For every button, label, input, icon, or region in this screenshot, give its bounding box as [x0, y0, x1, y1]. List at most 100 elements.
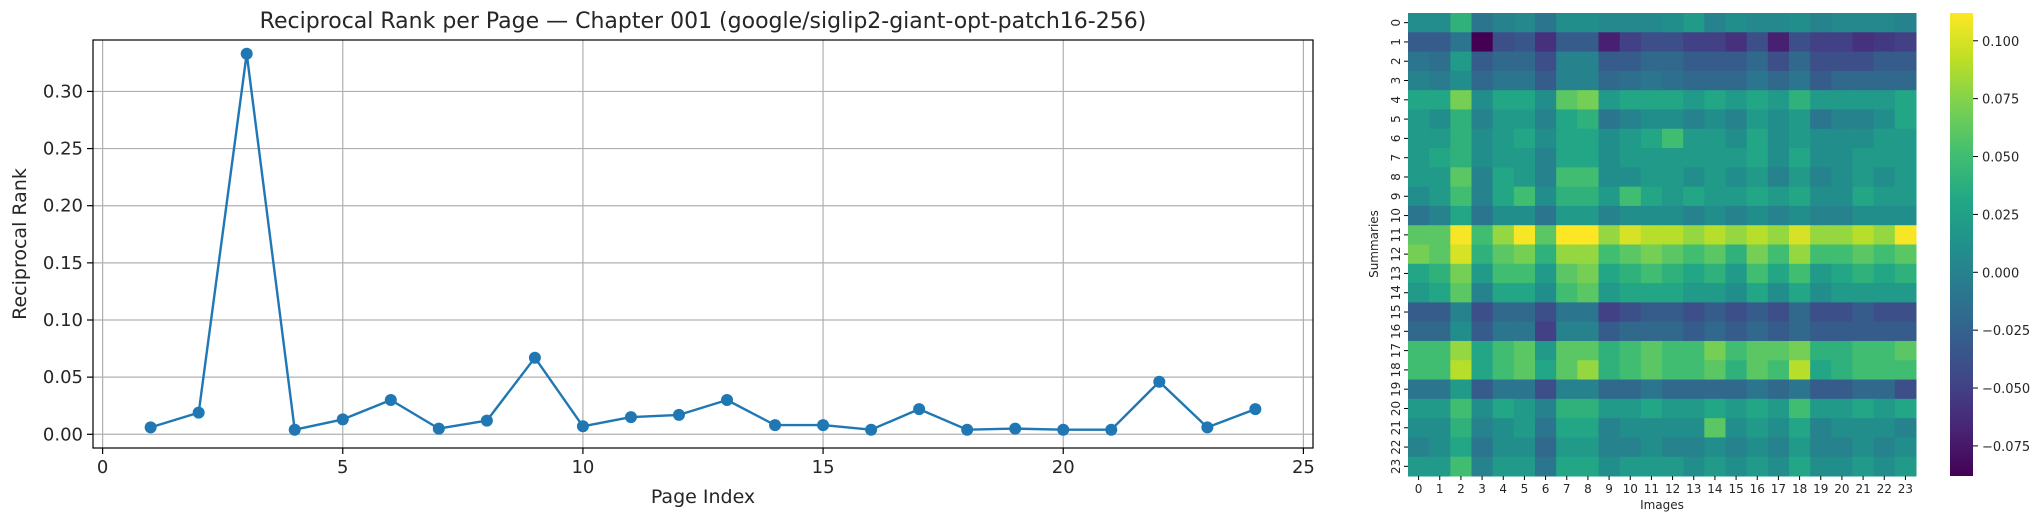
heatmap-cell — [1535, 167, 1557, 188]
colorbar-tick-label: 0.075 — [1982, 93, 2019, 108]
heatmap-y-tick-label: 4 — [1389, 96, 1403, 104]
x-tick-label: 0 — [97, 457, 108, 478]
heatmap-cell — [1704, 340, 1726, 361]
heatmap-cell — [1408, 456, 1430, 477]
heatmap-cell — [1471, 283, 1494, 303]
heatmap-cell — [1535, 321, 1557, 342]
data-point — [769, 419, 782, 432]
heatmap-cell — [1767, 244, 1790, 265]
heatmap-y-tick-label: 9 — [1389, 192, 1403, 200]
heatmap-cell — [1598, 205, 1621, 226]
heatmap-x-tick-label: 3 — [1478, 482, 1486, 496]
heatmap-cell — [1873, 283, 1896, 303]
heatmap-cell — [1640, 340, 1663, 361]
heatmap-cell — [1429, 456, 1451, 477]
heatmap-cell — [1429, 340, 1451, 361]
heatmap-x-axis-label: Images — [1640, 498, 1684, 512]
heatmap-cell — [1789, 32, 1811, 53]
heatmap-cell — [1535, 302, 1557, 323]
heatmap-cell — [1662, 418, 1684, 438]
heatmap-cell — [1408, 167, 1430, 188]
x-tick-label: 25 — [1292, 457, 1315, 478]
heatmap-cell — [1831, 244, 1853, 265]
heatmap-cell — [1810, 13, 1832, 33]
heatmap-cell — [1746, 109, 1769, 130]
heatmap-cell — [1894, 360, 1917, 381]
heatmap-cell — [1873, 379, 1896, 400]
heatmap-cell — [1598, 321, 1621, 342]
colorbar-tick-label: 0.025 — [1982, 208, 2019, 223]
heatmap-cell — [1619, 70, 1642, 91]
heatmap-cell — [1767, 13, 1790, 33]
heatmap-cell — [1852, 51, 1875, 72]
heatmap-cell — [1535, 128, 1557, 149]
heatmap-cell — [1725, 32, 1748, 53]
heatmap-cell — [1810, 398, 1832, 419]
heatmap-x-tick-label: 8 — [1584, 482, 1592, 496]
heatmap-cell — [1789, 360, 1811, 381]
heatmap-cell — [1535, 379, 1557, 400]
colorbar-tick-label: 0.050 — [1982, 151, 2019, 166]
heatmap-cell — [1873, 418, 1896, 438]
heatmap-cell — [1662, 244, 1684, 265]
heatmap-cell — [1513, 205, 1536, 226]
heatmap-cell — [1852, 205, 1875, 226]
heatmap-cell — [1767, 205, 1790, 226]
heatmap-cell — [1492, 244, 1515, 265]
y-tick-label: 0.20 — [43, 196, 83, 217]
heatmap-cell — [1513, 13, 1536, 33]
heatmap-cell — [1894, 418, 1917, 438]
data-point — [624, 411, 637, 424]
heatmap-cell — [1725, 225, 1748, 245]
heatmap-cell — [1598, 70, 1621, 91]
heatmap-cell — [1746, 263, 1769, 284]
heatmap-cell — [1810, 321, 1832, 342]
heatmap-cell — [1894, 379, 1917, 400]
heatmap-cell — [1725, 90, 1748, 110]
heatmap-y-tick-label: 15 — [1389, 304, 1403, 319]
heatmap-cell — [1662, 205, 1684, 226]
heatmap-cell — [1852, 109, 1875, 130]
heatmap-cell — [1831, 340, 1853, 361]
heatmap-cell — [1429, 90, 1451, 110]
heatmap-y-tick-label: 6 — [1389, 135, 1403, 143]
heatmap-cell — [1471, 360, 1494, 381]
heatmap-cell — [1577, 398, 1599, 419]
heatmap-cell — [1662, 186, 1684, 207]
heatmap-cell — [1767, 109, 1790, 130]
heatmap-cell — [1429, 186, 1451, 207]
heatmap-cell — [1746, 225, 1769, 245]
heatmap-cell — [1725, 398, 1748, 419]
heatmap-cell — [1429, 263, 1451, 284]
series-line — [150, 52, 1256, 431]
heatmap-cell — [1767, 398, 1790, 419]
heatmap-cell — [1746, 51, 1769, 72]
heatmap-cell — [1598, 128, 1621, 149]
data-point — [1057, 423, 1070, 436]
heatmap-cell — [1725, 340, 1748, 361]
heatmap-x-tick-label: 19 — [1813, 482, 1828, 496]
heatmap-cell — [1789, 418, 1811, 438]
heatmap-cell — [1789, 148, 1811, 168]
heatmap-cell — [1725, 379, 1748, 400]
heatmap-cell — [1725, 109, 1748, 130]
heatmap-y-tick-label: 3 — [1389, 77, 1403, 85]
heatmap-cell — [1852, 70, 1875, 91]
heatmap-cell — [1683, 398, 1705, 419]
heatmap-cell — [1535, 13, 1557, 33]
heatmap-cell — [1598, 167, 1621, 188]
heatmap-cell — [1450, 90, 1472, 110]
heatmap-cell — [1492, 70, 1515, 91]
heatmap-cell — [1429, 32, 1451, 53]
heatmap-cell — [1746, 456, 1769, 477]
heatmap-cell — [1513, 148, 1536, 168]
heatmap-cell — [1746, 13, 1769, 33]
heatmap-cell — [1683, 167, 1705, 188]
heatmap-cell — [1598, 148, 1621, 168]
heatmap-cell — [1513, 340, 1536, 361]
heatmap-cell — [1619, 128, 1642, 149]
heatmap-cell — [1662, 360, 1684, 381]
line-chart-series — [150, 52, 1256, 431]
heatmap-cell — [1513, 418, 1536, 438]
heatmap-cell — [1450, 186, 1472, 207]
